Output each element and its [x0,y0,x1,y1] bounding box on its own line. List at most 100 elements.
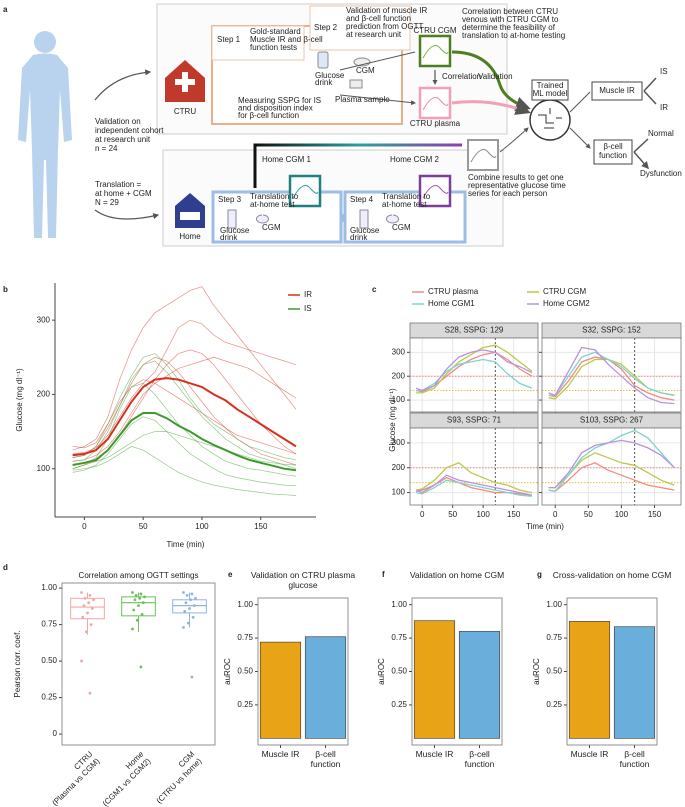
diagram-text: ML model [533,89,568,98]
diagram-text: at-home test [250,200,295,209]
y-tick-label: 1.00 [546,600,562,609]
diagram-text: at research unit [95,135,151,144]
diagram-text: Glucose [315,71,345,80]
point [189,598,193,602]
plot-frame [541,427,682,506]
arrow [94,209,160,220]
diagram-text: CTRU [174,107,196,116]
x-tick-label: 50 [139,522,148,531]
diagram-text: Validation of muscle IR [346,6,427,15]
bar [458,631,501,739]
curve [292,185,319,199]
point [186,621,190,625]
individual-line [72,416,297,487]
facet-title: S28, SSPG: 129 [445,326,504,335]
home-cgm2-box [418,174,452,208]
y-tick-label: 0.25 [546,700,562,709]
bar [568,621,611,739]
y-tick-label: 1.00 [41,583,57,592]
y-axis-label: Glucose (mg dl⁻¹) [15,368,24,432]
diagram-text: Validation [478,72,513,81]
diagram-text: translation to at-home testing [462,31,565,40]
x-tick-label: β-cell function [619,749,650,769]
diagram-text: n = 24 [95,144,118,153]
y-tick-label: 0.50 [237,667,253,676]
y-tick-label: 100 [392,395,406,404]
x-tick-label: β-cell function [310,749,341,769]
facet-title: S103, SSPG: 267 [580,416,644,425]
series-line [415,349,533,392]
plot-frame [61,582,216,746]
diagram-text: Gold-standard [250,27,301,36]
arrow [339,51,415,103]
x-tick-label: 50 [584,510,593,519]
point [131,627,134,631]
box [70,597,105,620]
y-tick-label: 0.25 [391,700,407,709]
x-tick-label: 100 [476,510,490,519]
box [172,599,207,614]
panel-label: d [3,563,8,572]
curve [422,97,449,111]
diagram-text: Home CGM 2 [390,155,439,164]
series-line [415,462,533,494]
panel-label: b [3,285,8,294]
x-tick-label: 100 [195,522,209,531]
diagram-text: Glucose [220,226,250,235]
point [182,591,185,594]
diagram-text: prediction from OGTT [346,22,423,31]
point [190,675,194,679]
point [184,601,188,605]
series-line [548,452,675,489]
x-tick-label: 150 [507,510,521,519]
point [137,604,140,608]
bar [613,626,656,739]
facet-title: S32, SSPG: 152 [582,326,641,335]
point [82,604,86,608]
point [87,601,91,605]
brain-icon [529,99,571,141]
point [132,608,136,612]
plot-frame [409,337,539,413]
arrow [569,91,590,148]
diagram-text: CTRU plasma [410,119,461,128]
panel-label: f [382,570,385,579]
legend-label: Home CGM2 [543,299,590,308]
point [88,594,92,597]
chart-title: Cross-validation on home CGM [552,570,672,580]
diagram-text: Step 4 [350,195,374,204]
individual-line [72,353,297,461]
person [18,53,72,238]
plot-frame [409,427,539,506]
diagram-text: CTRU CGM [413,26,456,35]
step1-box [211,25,305,61]
point [80,659,83,663]
diagram-text: Measuring SSPG for IS [238,96,321,105]
y-tick-label: 100 [392,488,406,497]
y-tick-label: 300 [392,438,406,447]
facet-title: S93, SSPG: 71 [447,416,502,425]
x-tick-label: 50 [448,510,457,519]
home-icons [227,209,399,229]
x-tick-label: Muscle IR [570,749,609,759]
diagram-text: Dysfunction [640,169,682,178]
point [89,623,93,626]
panel-label: a [3,5,8,14]
point [134,594,138,597]
chart-title: Correlation among OGTT settings [79,571,199,580]
y-axis-label: Pearson corr. coef. [13,630,22,697]
point [191,615,195,619]
panel-label: c [372,285,377,294]
individual-line [72,431,297,466]
series-line [548,462,675,492]
individual-line [72,319,297,455]
diagram-text: venous with CTRU CGM to [462,15,559,24]
diagram-text: for β-cell function [238,111,299,120]
y-axis-label: auROC [377,658,386,685]
point [141,601,145,605]
mean-line [72,412,297,472]
bar [413,620,456,739]
point [140,612,144,616]
diagram-text: Step 2 [314,23,338,32]
